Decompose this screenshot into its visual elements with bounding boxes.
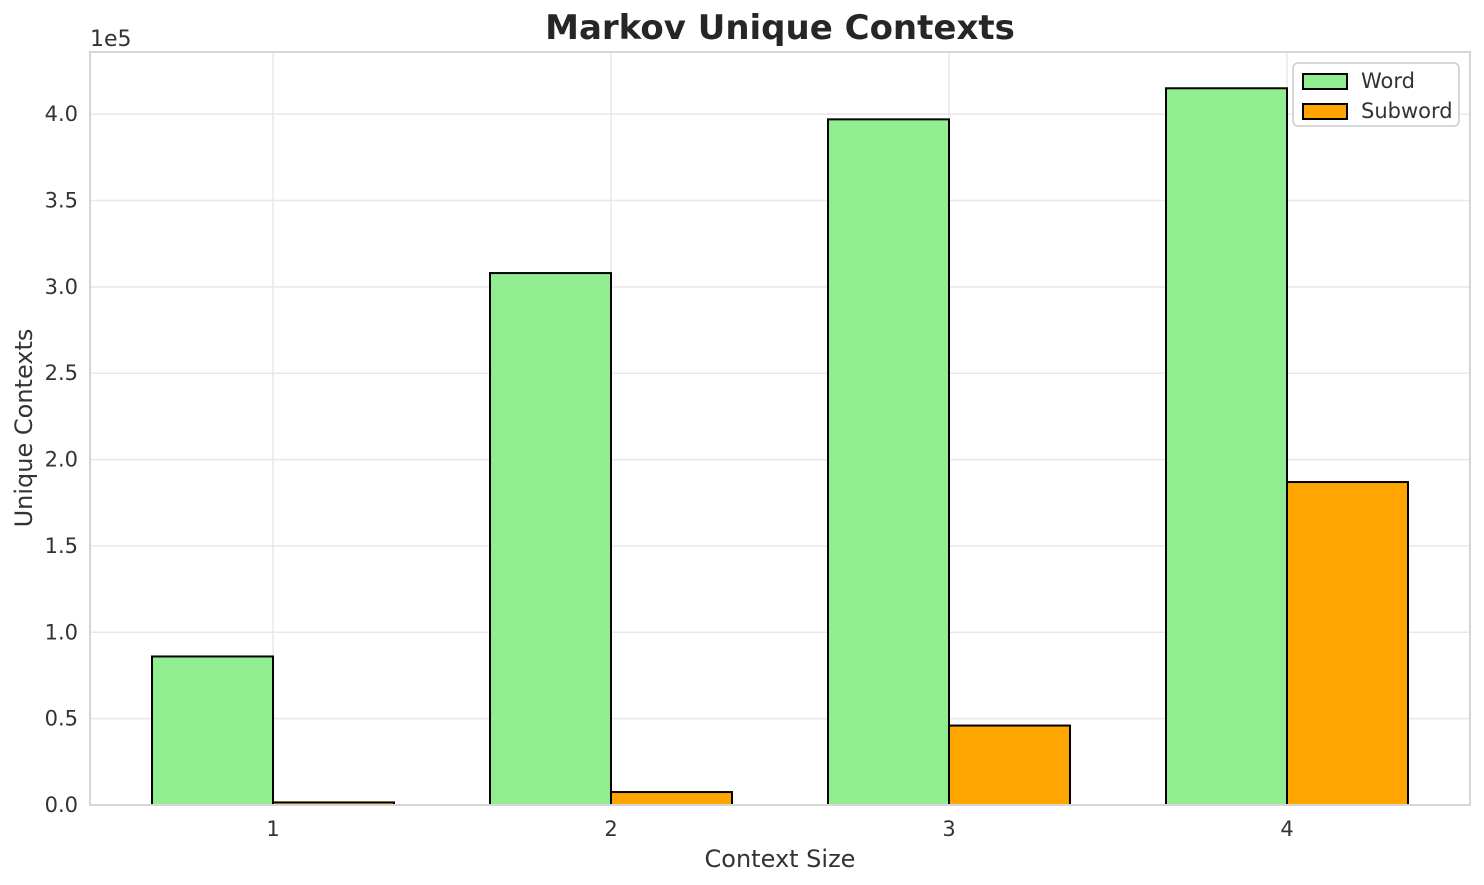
bar-subword-4	[1286, 481, 1409, 806]
bar-subword-3	[948, 724, 1071, 807]
x-axis-label: Context Size	[704, 845, 856, 873]
bar-word-1	[151, 655, 274, 806]
bar-word-4	[1165, 87, 1288, 806]
y-axis-offset-label: 1e5	[90, 27, 132, 52]
y-tick-label: 3.5	[45, 189, 78, 213]
y-tick-label: 2.5	[45, 361, 78, 385]
y-tick-label: 0.5	[45, 707, 78, 731]
x-tick-label: 1	[266, 817, 279, 841]
bar-subword-2	[610, 791, 733, 806]
y-tick-label: 0.0	[45, 793, 78, 817]
legend-swatch-subword	[1302, 103, 1348, 120]
bar-word-3	[827, 118, 950, 806]
y-tick-label: 4.0	[45, 102, 78, 126]
legend-label-word: Word	[1361, 69, 1415, 93]
y-tick-label: 1.0	[45, 620, 78, 644]
y-axis-label: Unique Contexts	[10, 328, 38, 528]
y-tick-label: 2.0	[45, 448, 78, 472]
x-tick-label: 4	[1280, 817, 1293, 841]
x-tick-label: 3	[942, 817, 955, 841]
legend-swatch-word	[1302, 73, 1348, 90]
legend: Word Subword	[1292, 62, 1460, 127]
bar-word-2	[489, 272, 612, 806]
plot-border	[89, 51, 1471, 806]
y-tick-label: 1.5	[45, 534, 78, 558]
x-tick-label: 2	[604, 817, 617, 841]
legend-label-subword: Subword	[1361, 99, 1453, 123]
y-tick-label: 3.0	[45, 275, 78, 299]
chart-title: Markov Unique Contexts	[545, 8, 1015, 48]
